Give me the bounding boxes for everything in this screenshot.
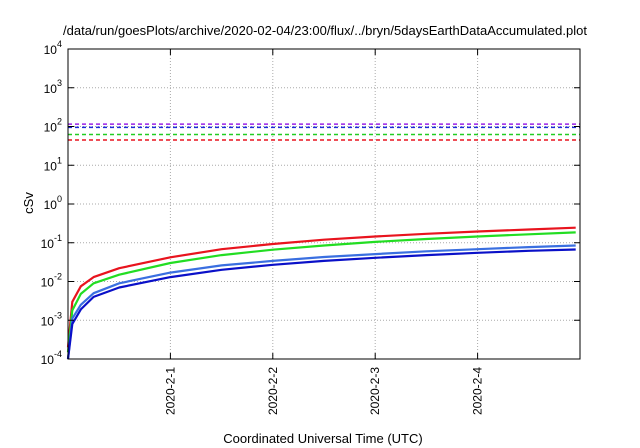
- series-line: [66, 248, 576, 360]
- x-tick-label: 2020-2-3: [368, 367, 382, 415]
- y-tick-label: 101: [44, 155, 62, 173]
- x-tick-label: 2020-2-4: [471, 367, 485, 415]
- threshold-lines: [68, 123, 580, 141]
- series-group: [66, 226, 576, 360]
- y-tick-label: 100: [44, 194, 62, 212]
- x-axis-label: Coordinated Universal Time (UTC): [223, 431, 422, 446]
- y-tick-label: 104: [44, 39, 62, 57]
- y-tick-label: 102: [44, 117, 62, 135]
- series-line: [66, 244, 576, 360]
- y-tick-label: 10-2: [41, 272, 62, 290]
- y-tick-label: 10-1: [41, 233, 62, 251]
- y-axis-label: cSv: [21, 192, 36, 214]
- x-axis: 2020-2-1 2020-2-2 2020-2-3 2020-2-4: [163, 49, 485, 415]
- y-axis: 10-4 10-3 10-2 10-1 100 101 102 103 104: [41, 39, 580, 367]
- x-tick-label: 2020-2-2: [266, 367, 280, 415]
- chart-title: /data/run/goesPlots/archive/2020-02-04/2…: [63, 23, 587, 38]
- y-tick-label: 10-4: [41, 349, 62, 367]
- grid: [68, 49, 580, 359]
- x-tick-label: 2020-2-1: [163, 367, 177, 415]
- series-line: [66, 231, 576, 353]
- y-tick-label: 10-3: [41, 310, 62, 328]
- series-line: [66, 226, 576, 348]
- y-tick-label: 103: [44, 78, 62, 96]
